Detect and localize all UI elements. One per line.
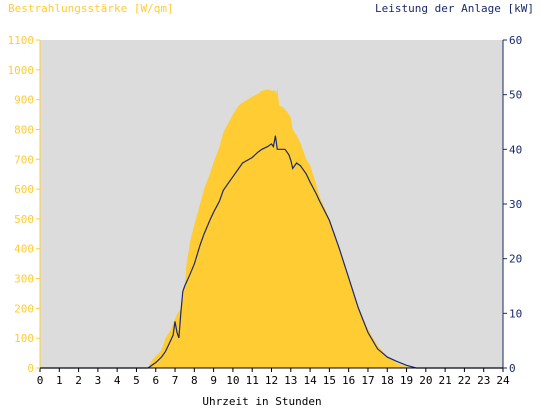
y2-tick-label: 20 (509, 253, 522, 266)
x-tick-label: 23 (477, 374, 490, 387)
x-tick-label: 0 (37, 374, 44, 387)
y2-tick-label: 10 (509, 307, 522, 320)
x-tick-label: 18 (381, 374, 394, 387)
x-tick-label: 14 (303, 374, 317, 387)
y2-tick-label: 40 (509, 143, 522, 156)
x-tick-label: 8 (191, 374, 198, 387)
y1-tick-label: 100 (14, 332, 34, 345)
x-tick-label: 16 (342, 374, 355, 387)
y2-tick-label: 0 (509, 362, 516, 375)
y2-tick-label: 30 (509, 198, 522, 211)
x-tick-label: 19 (400, 374, 413, 387)
x-tick-label: 21 (439, 374, 452, 387)
y1-tick-label: 200 (14, 302, 34, 315)
y1-tick-label: 600 (14, 183, 34, 196)
x-tick-label: 10 (226, 374, 239, 387)
y1-tick-label: 400 (14, 243, 34, 256)
x-tick-label: 15 (323, 374, 336, 387)
x-tick-label: 13 (284, 374, 297, 387)
power-line (40, 135, 503, 369)
y1-tick-label: 1000 (8, 64, 35, 77)
x-tick-label: 12 (265, 374, 278, 387)
x-tick-label: 20 (419, 374, 432, 387)
y2-axis-title: Leistung der Anlage [kW] (375, 2, 534, 15)
y1-tick-label: 300 (14, 273, 34, 286)
y1-tick-label: 800 (14, 123, 34, 136)
y1-tick-label: 700 (14, 153, 34, 166)
y2-tick-label: 50 (509, 89, 522, 102)
y1-axis-title: Bestrahlungsstärke [W/qm] (8, 2, 174, 15)
x-tick-label: 3 (95, 374, 102, 387)
x-axis-title: Uhrzeit in Stunden (202, 395, 321, 408)
y1-tick-label: 1100 (8, 34, 35, 47)
x-tick-label: 5 (133, 374, 140, 387)
y1-tick-label: 0 (27, 362, 34, 375)
x-tick-label: 22 (458, 374, 471, 387)
x-tick-label: 1 (56, 374, 63, 387)
y1-tick-label: 500 (14, 213, 34, 226)
y2-tick-label: 60 (509, 34, 522, 47)
x-tick-label: 2 (75, 374, 82, 387)
x-tick-label: 17 (361, 374, 374, 387)
x-tick-label: 9 (210, 374, 217, 387)
x-tick-label: 24 (496, 374, 510, 387)
x-tick-label: 7 (172, 374, 179, 387)
x-tick-label: 6 (152, 374, 159, 387)
x-tick-label: 11 (246, 374, 259, 387)
x-tick-label: 4 (114, 374, 121, 387)
irradiance-area (40, 87, 503, 368)
y1-tick-label: 900 (14, 94, 34, 107)
